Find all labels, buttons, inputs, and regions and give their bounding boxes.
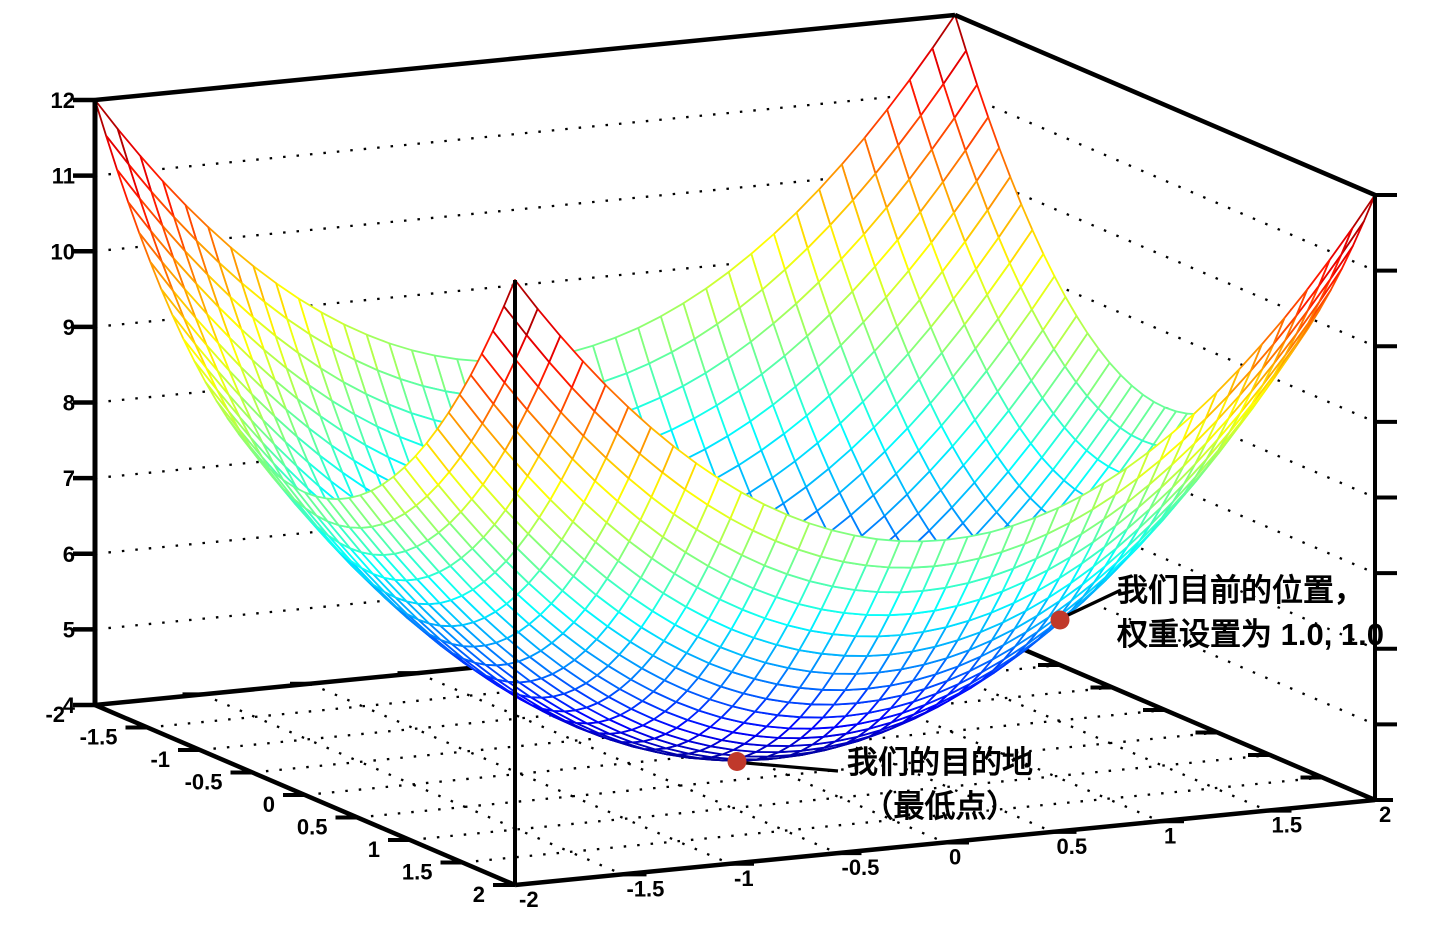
y-tick-label: 0.5: [297, 815, 328, 840]
leader-line-destination: [745, 761, 839, 773]
annotation-current-position-line-2: 权重设置为 1.0, 1.0: [1117, 617, 1385, 653]
markers: [727, 610, 1070, 771]
top-back-edge-right: [954, 12, 1376, 198]
y-tick-label: -1.5: [80, 725, 118, 750]
y-tick-label: 1.5: [402, 860, 433, 885]
z-tick-label: 9: [63, 315, 75, 340]
x-tick-label: 0.5: [1057, 834, 1088, 859]
y-tick-label: -2: [45, 702, 65, 727]
y-tick-label: 2: [473, 882, 485, 907]
y-tick-label: 0: [263, 792, 275, 817]
z-tick-label: 5: [63, 617, 75, 642]
z-tick-label: 6: [63, 542, 75, 567]
marker-current-position: [1050, 610, 1070, 630]
x-tick-label: 1.5: [1272, 813, 1303, 838]
wall-gridline-z: [94, 89, 956, 177]
x-tick-label: 0: [949, 845, 961, 870]
surface-mesh: [94, 14, 1376, 762]
annotation-destination: 我们的目的地 （最低点）: [822, 741, 1058, 829]
annotation-destination-line-1: 我们的目的地: [847, 745, 1033, 780]
x-tick-label: -1.5: [627, 876, 665, 901]
axes: [73, 12, 1397, 888]
wall-gridline-z: [94, 165, 956, 253]
x-tick-label: -2: [519, 887, 539, 912]
top-back-edge-left: [94, 12, 956, 103]
z-tick-label: 10: [51, 239, 75, 264]
mesh-cell: [1340, 194, 1376, 256]
x-tick-label: -0.5: [842, 855, 880, 880]
z-tick-label: 11: [52, 164, 75, 189]
mesh-cell: [503, 279, 539, 336]
x-tick-label: 1: [1164, 823, 1176, 848]
x-tick-label: -1: [734, 866, 754, 891]
leader-lines: [745, 588, 1122, 773]
y-tick-label: -0.5: [185, 770, 223, 795]
floor-gridline-y: [357, 731, 1218, 819]
annotation-destination-line-2: （最低点）: [862, 789, 1018, 825]
z-tick-label: 7: [63, 466, 75, 491]
z-tick-label: 12: [51, 88, 75, 113]
annotation-current-position-line-1: 我们目前的位置，: [1117, 573, 1365, 608]
floor-gridline-y: [462, 776, 1323, 864]
x-tick-label: 2: [1379, 802, 1391, 827]
marker-destination: [727, 752, 747, 771]
floor-gridline-y: [409, 753, 1271, 842]
y-tick-label: 1: [368, 837, 380, 862]
annotation-current-position: 我们目前的位置， 权重设置为 1.0, 1.0: [1117, 569, 1432, 657]
leader-line-current-position: [1065, 588, 1122, 618]
wall-gridline-z: [94, 240, 956, 329]
y-tick-label: -1: [150, 747, 170, 772]
z-tick-label: 4: [63, 693, 76, 718]
z-tick-label: 8: [63, 391, 75, 416]
